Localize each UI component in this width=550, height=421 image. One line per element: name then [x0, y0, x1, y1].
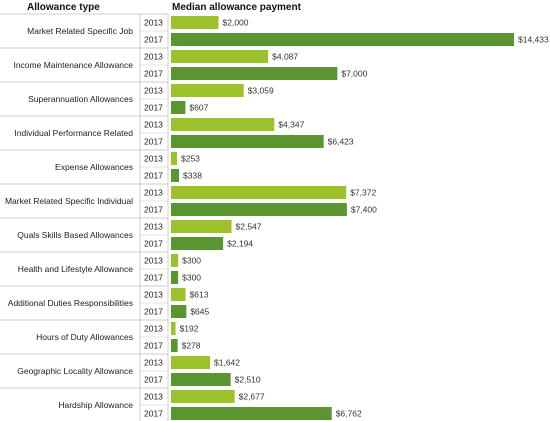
value-label: $6,423 [328, 137, 354, 147]
value-label: $1,642 [214, 358, 240, 368]
year-label: 2017 [144, 375, 163, 385]
value-label: $192 [180, 324, 199, 334]
bar [171, 390, 235, 403]
bar [171, 33, 514, 46]
value-label: $4,347 [278, 120, 304, 130]
value-label: $607 [189, 103, 208, 113]
bar [171, 271, 179, 284]
value-label: $7,372 [350, 188, 376, 198]
year-label: 2013 [144, 290, 163, 300]
value-labels: $2,000 $14,433 $4,087 $7,000 $3,059 $607 $4,34… [180, 18, 549, 419]
bar [171, 135, 324, 148]
year-label: 2017 [144, 239, 163, 249]
bar [171, 203, 347, 216]
value-label: $6,762 [336, 409, 362, 419]
category-label: Income Maintenance Allowance [13, 60, 133, 70]
value-column-header: Median allowance payment [172, 2, 302, 13]
year-label: 2017 [144, 103, 163, 113]
value-label: $7,000 [341, 69, 367, 79]
value-label: $7,400 [351, 205, 377, 215]
value-label: $278 [182, 341, 201, 351]
year-label: 2013 [144, 86, 163, 96]
category-label: Quals Skills Based Allowances [17, 230, 133, 240]
year-label: 2017 [144, 307, 163, 317]
year-label: 2013 [144, 324, 163, 334]
year-label: 2013 [144, 120, 163, 130]
value-label: $14,433 [518, 35, 549, 45]
bar [171, 84, 244, 97]
value-label: $645 [190, 307, 209, 317]
year-label: 2013 [144, 18, 163, 28]
bar [171, 186, 347, 199]
bar [171, 220, 232, 233]
table-grid [0, 13, 169, 421]
value-label: $2,677 [239, 392, 265, 402]
value-label: $3,059 [248, 86, 274, 96]
category-label: Health and Lifestyle Allowance [18, 264, 134, 274]
value-label: $2,510 [235, 375, 261, 385]
year-label: 2017 [144, 205, 163, 215]
bar [171, 118, 275, 131]
bar [171, 237, 224, 250]
value-label: $2,000 [223, 18, 249, 28]
year-label: 2013 [144, 52, 163, 62]
value-label: $338 [183, 171, 202, 181]
bar [171, 169, 180, 182]
bar [171, 50, 269, 63]
value-label: $300 [182, 273, 201, 283]
bar [171, 152, 178, 165]
bar [171, 67, 338, 80]
year-label: 2013 [144, 392, 163, 402]
category-label: Market Related Specific Individual [5, 196, 133, 206]
value-label: $253 [181, 154, 200, 164]
category-label: Individual Performance Related [14, 128, 133, 138]
year-label: 2017 [144, 35, 163, 45]
bar [171, 305, 187, 318]
category-label: Geographic Locality Allowance [17, 366, 133, 376]
category-column-header: Allowance type [27, 2, 100, 13]
year-labels: 2013 2017 2013 2017 2013 2017 2013 2017 2013 2017… [144, 18, 163, 419]
year-label: 2017 [144, 273, 163, 283]
bar [171, 101, 186, 114]
category-label: Additional Duties Responsibilities [8, 298, 133, 308]
category-label: Expense Allowances [55, 162, 133, 172]
year-label: 2017 [144, 341, 163, 351]
bar [171, 16, 219, 29]
year-label: 2013 [144, 154, 163, 164]
bar [171, 356, 211, 369]
bars [171, 16, 514, 420]
category-label: Hours of Duty Allowances [36, 332, 133, 342]
year-label: 2013 [144, 256, 163, 266]
bar [171, 407, 332, 420]
year-label: 2013 [144, 188, 163, 198]
year-label: 2013 [144, 358, 163, 368]
year-label: 2017 [144, 409, 163, 419]
value-label: $4,087 [272, 52, 298, 62]
bar [171, 373, 231, 386]
bar [171, 254, 179, 267]
year-label: 2017 [144, 171, 163, 181]
value-label: $300 [182, 256, 201, 266]
value-label: $2,547 [236, 222, 262, 232]
year-label: 2017 [144, 69, 163, 79]
bar [171, 288, 186, 301]
category-labels: Market Related Specific Job Income Mainte… [5, 26, 133, 410]
category-label: Superannuation Allowances [28, 94, 133, 104]
bar [171, 339, 178, 352]
category-label: Hardship Allowance [58, 400, 133, 410]
year-label: 2013 [144, 222, 163, 232]
bar [171, 322, 176, 335]
category-label: Market Related Specific Job [27, 26, 133, 36]
value-label: $613 [190, 290, 209, 300]
value-label: $2,194 [227, 239, 253, 249]
year-label: 2017 [144, 137, 163, 147]
